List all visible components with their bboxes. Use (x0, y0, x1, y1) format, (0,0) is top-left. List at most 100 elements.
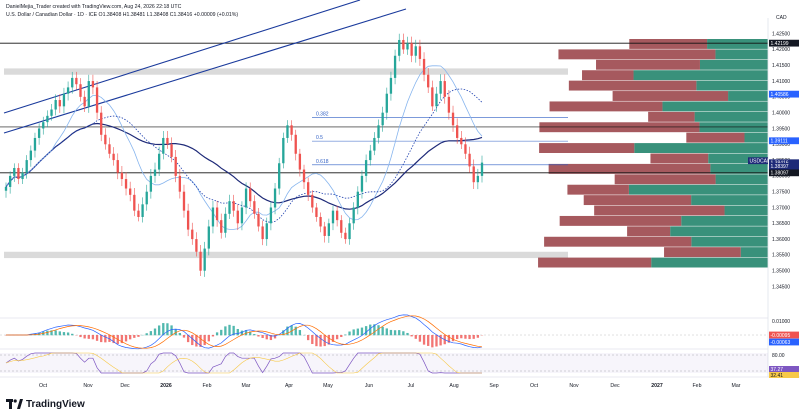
macd-hist-50 (211, 335, 215, 337)
price-axis: 1.42500 1.42000 1.41500 1.41000 1.40500 1.400… (748, 31, 799, 379)
price-tag-1: 1.40586 (771, 92, 789, 98)
time-tick-13: Nov (569, 383, 579, 389)
time-tick-9: Jul (408, 383, 415, 389)
rsi-tag-bg-0 (769, 366, 799, 372)
macd-hist-32 (137, 335, 140, 337)
time-tick-10: Aug (449, 383, 458, 389)
candle-body-42 (178, 175, 182, 192)
candle-body-6 (29, 150, 32, 161)
candle-body-102 (427, 74, 430, 88)
candle-body-97 (406, 43, 409, 50)
price-tag-bg-3 (748, 157, 768, 165)
macd-hist-35 (149, 331, 153, 336)
macd-hist-10 (46, 330, 49, 336)
candle-body-30 (129, 188, 132, 195)
macd-line (6, 314, 483, 350)
vp-sell-9 (686, 132, 745, 143)
trend-channel (3, 0, 407, 134)
candle-body-24 (104, 134, 107, 145)
time-tick-15: 2027 (651, 383, 663, 389)
candle-body-13 (58, 100, 61, 107)
vp-sell-3 (582, 70, 634, 81)
vp-sell-2 (596, 59, 700, 70)
candle-body-16 (71, 77, 74, 88)
macd-hist-114 (476, 335, 480, 338)
fibonacci-retracement: 0.382 0.5 0.618 (312, 111, 568, 166)
candle-body-76 (319, 216, 322, 227)
candle-body-29 (124, 179, 128, 189)
candle-body-68 (286, 125, 289, 138)
time-tick-0: Oct (39, 383, 48, 389)
fib-label-2: 0.618 (316, 159, 329, 165)
tradingview-wordmark: TradingView (26, 398, 85, 410)
vp-buy-5 (728, 91, 768, 101)
candle-body-91 (381, 112, 384, 126)
tradingview-logo[interactable]: TradingView (6, 397, 85, 411)
macd-hist-103 (431, 335, 434, 348)
price-tick-2: 1.41500 (772, 63, 790, 69)
vp-sell-1 (558, 49, 716, 60)
candle-body-1 (8, 175, 12, 187)
price-tick-1: 1.42000 (772, 47, 790, 53)
zone-0 (4, 68, 568, 75)
vp-buy-16 (724, 205, 768, 216)
candle-body-52 (220, 220, 223, 233)
candle-body-83 (348, 223, 351, 240)
vp-sell-4 (568, 80, 697, 91)
candle-body-77 (323, 226, 326, 236)
macd-hist-61 (257, 335, 260, 337)
macd-hist-34 (145, 333, 148, 336)
price-tick-6: 1.39500 (772, 126, 790, 132)
candle-body-3 (17, 167, 20, 180)
candle-body-90 (377, 125, 380, 138)
candle-body-96 (402, 39, 405, 50)
macd-hist-70 (294, 326, 297, 336)
candle-body-103 (431, 87, 434, 107)
macd-hist-22 (95, 335, 99, 341)
candle-body-46 (195, 239, 198, 252)
candle-body-41 (174, 156, 177, 176)
price-tag-bg-2 (769, 137, 799, 145)
macd-hist-62 (261, 335, 264, 339)
candle-body-75 (315, 207, 318, 217)
macd-hist-24 (104, 335, 107, 343)
macd-hist-15 (66, 332, 70, 336)
candle-body-54 (228, 201, 231, 214)
candle-body-72 (302, 169, 306, 183)
candle-body-94 (393, 55, 397, 78)
candle-body-61 (257, 213, 260, 227)
price-tag-3: USDCAD (750, 159, 772, 165)
candle-body-48 (203, 248, 206, 271)
price-tag-2: 1.39111 (771, 139, 789, 145)
time-tick-14: Dec (610, 383, 620, 389)
macd-pane (0, 314, 768, 350)
macd-hist-88 (369, 324, 372, 336)
candle-body-107 (447, 96, 451, 113)
macd-hist-111 (464, 335, 467, 339)
rsi-tick-0: 80.00 (772, 353, 785, 359)
macd-hist-91 (381, 326, 384, 336)
macd-hist-23 (100, 335, 103, 343)
macd-hist-46 (195, 335, 198, 347)
vp-buy-13 (715, 174, 768, 185)
candle-body-20 (87, 81, 90, 107)
vp-buy-8 (699, 122, 768, 133)
macd-hist-67 (282, 330, 285, 336)
time-tick-7: May (323, 383, 333, 389)
price-tick-13: 1.36000 (772, 237, 790, 243)
candle-body-38 (162, 137, 165, 154)
candle-body-10 (46, 115, 49, 123)
macd-hist-97 (406, 332, 409, 336)
candle-body-43 (182, 191, 186, 211)
moving-averages (5, 65, 483, 230)
candle-body-106 (443, 81, 446, 97)
macd-hist-51 (215, 332, 219, 336)
price-tick-11: 1.37000 (772, 205, 790, 211)
candle-body-78 (327, 223, 331, 236)
candle-body-59 (249, 188, 252, 202)
candle-body-14 (62, 93, 66, 107)
candle-body-45 (191, 229, 194, 240)
candle-body-82 (344, 232, 347, 240)
macd-hist-14 (62, 332, 66, 336)
